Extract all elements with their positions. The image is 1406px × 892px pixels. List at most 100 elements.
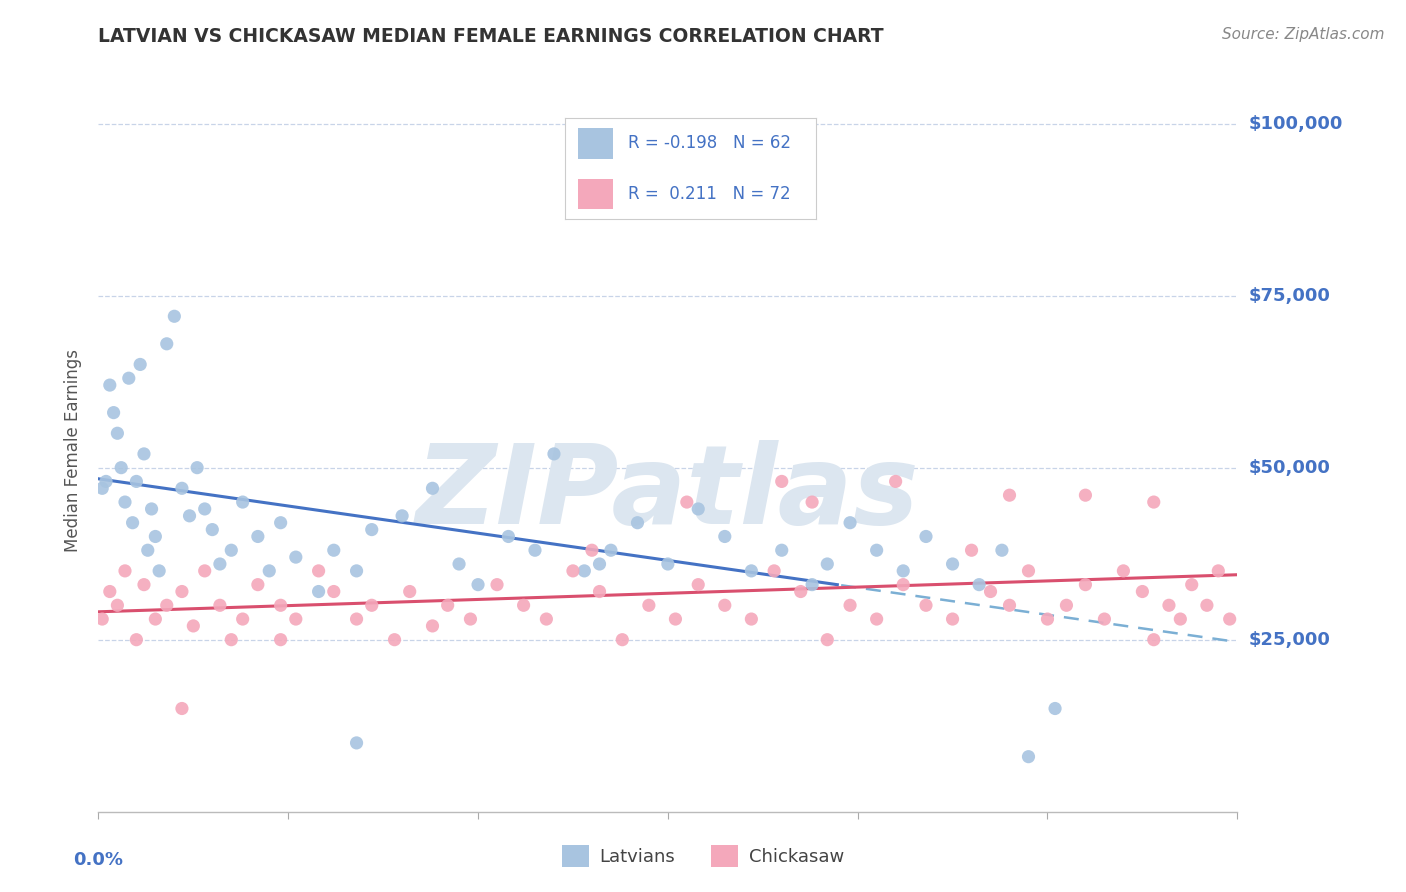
Point bbox=[1157, 599, 1180, 613]
Point bbox=[208, 557, 231, 571]
Point bbox=[129, 358, 152, 372]
Point bbox=[1143, 495, 1166, 509]
Point bbox=[449, 557, 471, 571]
Point bbox=[714, 599, 737, 613]
Point bbox=[998, 488, 1021, 502]
Point bbox=[156, 336, 179, 351]
Point bbox=[1112, 564, 1135, 578]
Point bbox=[1208, 564, 1230, 578]
Point bbox=[114, 495, 136, 509]
Point bbox=[740, 564, 762, 578]
Point bbox=[384, 632, 406, 647]
Point bbox=[208, 599, 231, 613]
Point bbox=[107, 426, 129, 441]
Point bbox=[194, 502, 217, 516]
Point bbox=[815, 557, 838, 571]
Point bbox=[308, 564, 330, 578]
Point bbox=[740, 612, 762, 626]
Point bbox=[657, 557, 679, 571]
Point bbox=[1018, 564, 1040, 578]
Point bbox=[815, 632, 838, 647]
Point bbox=[398, 584, 420, 599]
Point bbox=[125, 632, 148, 647]
Point bbox=[866, 612, 889, 626]
Point bbox=[170, 701, 193, 715]
Text: Source: ZipAtlas.com: Source: ZipAtlas.com bbox=[1222, 27, 1385, 42]
Point bbox=[91, 612, 114, 626]
Point bbox=[942, 612, 965, 626]
Point bbox=[770, 543, 793, 558]
Text: $75,000: $75,000 bbox=[1249, 286, 1330, 305]
Point bbox=[524, 543, 547, 558]
Point bbox=[998, 599, 1021, 613]
Point bbox=[1181, 577, 1204, 591]
Point bbox=[839, 599, 862, 613]
Point bbox=[270, 632, 292, 647]
Point bbox=[156, 599, 179, 613]
Point bbox=[201, 523, 224, 537]
Point bbox=[801, 495, 824, 509]
Point bbox=[612, 632, 634, 647]
Point bbox=[107, 599, 129, 613]
Point bbox=[1043, 701, 1066, 715]
Point bbox=[1143, 632, 1166, 647]
Point bbox=[801, 577, 824, 591]
Point bbox=[688, 502, 710, 516]
Point bbox=[136, 543, 159, 558]
Point bbox=[91, 481, 114, 495]
Legend: Latvians, Chickasaw: Latvians, Chickasaw bbox=[554, 838, 852, 874]
Point bbox=[600, 543, 623, 558]
Text: $50,000: $50,000 bbox=[1249, 458, 1330, 476]
Point bbox=[148, 564, 170, 578]
Point bbox=[322, 584, 344, 599]
Point bbox=[498, 529, 520, 543]
Point bbox=[884, 475, 907, 489]
Point bbox=[232, 612, 254, 626]
Point bbox=[839, 516, 862, 530]
Point bbox=[221, 543, 243, 558]
Point bbox=[512, 599, 534, 613]
Point bbox=[170, 481, 193, 495]
Point bbox=[163, 310, 186, 324]
Point bbox=[1074, 577, 1097, 591]
Point bbox=[422, 481, 444, 495]
Point bbox=[891, 577, 914, 591]
Point bbox=[98, 378, 121, 392]
Point bbox=[125, 475, 148, 489]
Point bbox=[121, 516, 143, 530]
Point bbox=[581, 543, 603, 558]
Point bbox=[638, 599, 661, 613]
Point bbox=[346, 564, 368, 578]
Point bbox=[588, 584, 610, 599]
Text: $100,000: $100,000 bbox=[1249, 114, 1343, 133]
Point bbox=[94, 475, 117, 489]
Point bbox=[1094, 612, 1116, 626]
Point bbox=[967, 577, 990, 591]
Point bbox=[246, 577, 269, 591]
Point bbox=[270, 516, 292, 530]
Point bbox=[360, 523, 382, 537]
Point bbox=[1219, 612, 1241, 626]
Point bbox=[626, 516, 648, 530]
Point bbox=[232, 495, 254, 509]
Point bbox=[664, 612, 686, 626]
Point bbox=[1056, 599, 1078, 613]
Point bbox=[194, 564, 217, 578]
Point bbox=[536, 612, 558, 626]
Point bbox=[688, 577, 710, 591]
Point bbox=[284, 612, 307, 626]
Point bbox=[145, 612, 167, 626]
Point bbox=[1170, 612, 1192, 626]
Point bbox=[103, 406, 125, 420]
Point bbox=[790, 584, 813, 599]
Point bbox=[346, 612, 368, 626]
Point bbox=[170, 584, 193, 599]
Text: ZIPatlas: ZIPatlas bbox=[416, 441, 920, 548]
Point bbox=[562, 564, 585, 578]
Point bbox=[391, 508, 413, 523]
Text: $25,000: $25,000 bbox=[1249, 631, 1330, 648]
Point bbox=[770, 475, 793, 489]
Text: 0.0%: 0.0% bbox=[73, 852, 124, 870]
Point bbox=[360, 599, 382, 613]
Point bbox=[145, 529, 167, 543]
